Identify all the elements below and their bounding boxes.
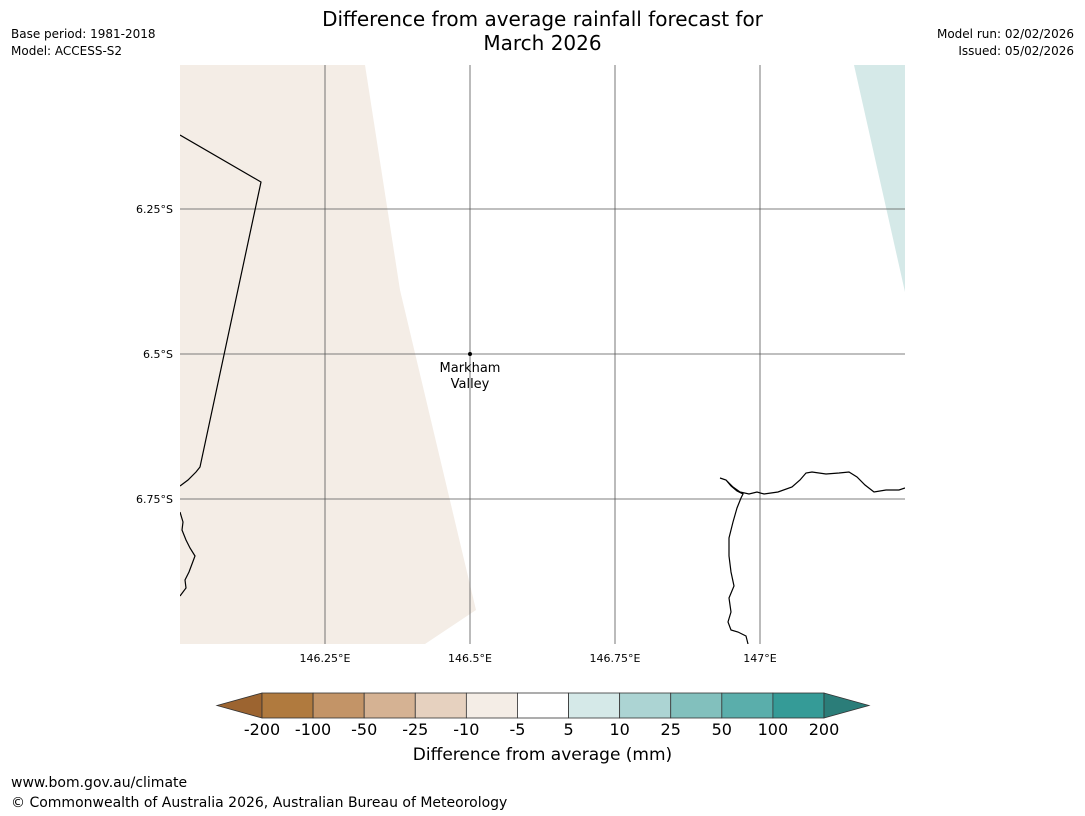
footer-url: www.bom.gov.au/climate bbox=[11, 775, 188, 791]
colorbar-tick-label: 10 bbox=[609, 720, 629, 739]
map-title: Difference from average rainfall forecas… bbox=[0, 7, 1085, 55]
colorbar-segment bbox=[721, 692, 774, 719]
colorbar-segment bbox=[568, 692, 621, 719]
coastline-east bbox=[719, 471, 905, 644]
colorbar-segment bbox=[619, 692, 672, 719]
colorbar-tick-label: -5 bbox=[509, 720, 525, 739]
colorbar-tick-label: -100 bbox=[295, 720, 331, 739]
base-period: Base period: 1981-2018 bbox=[11, 27, 156, 41]
lat-labels: 6.25°S 6.5°S 6.75°S bbox=[136, 203, 173, 506]
footer-copyright: © Commonwealth of Australia 2026, Austra… bbox=[11, 795, 508, 811]
colorbar-tick-label: -25 bbox=[402, 720, 428, 739]
colorbar-tick-label: 200 bbox=[809, 720, 840, 739]
colorbar-segment bbox=[414, 692, 467, 719]
title-line-1: Difference from average rainfall forecas… bbox=[322, 7, 763, 31]
lat-label-6-25: 6.25°S bbox=[136, 203, 173, 216]
issued-date: Issued: 05/02/2026 bbox=[958, 44, 1074, 58]
colorbar-segment bbox=[312, 692, 365, 719]
markham-valley-marker bbox=[468, 352, 472, 356]
place-label-line-2: Valley bbox=[451, 377, 490, 392]
lon-label-146-75: 146.75°E bbox=[590, 652, 641, 665]
meta-left: Base period: 1981-2018 Model: ACCESS-S2 bbox=[11, 26, 156, 60]
lon-labels: 146.25°E 146.5°E 146.75°E 147°E bbox=[300, 652, 777, 665]
lon-label-146-25: 146.25°E bbox=[300, 652, 351, 665]
lon-label-147: 147°E bbox=[743, 652, 776, 665]
colorbar-title: Difference from average (mm) bbox=[412, 745, 673, 765]
colorbar-segment bbox=[363, 692, 416, 719]
colorbar-extend-high bbox=[823, 692, 871, 719]
colorbar-tick-label: -10 bbox=[453, 720, 479, 739]
wet-anomaly-region bbox=[854, 65, 905, 292]
colorbar-tick-label: 25 bbox=[661, 720, 681, 739]
boundary-line bbox=[180, 134, 262, 487]
colorbar-segment bbox=[517, 692, 569, 719]
colorbar-tick-label: 100 bbox=[758, 720, 789, 739]
colorbar-segment bbox=[465, 692, 518, 719]
model-run: Model run: 02/02/2026 bbox=[936, 27, 1074, 41]
colorbar-tick-label: 50 bbox=[712, 720, 732, 739]
place-label-line-1: Markham bbox=[440, 361, 501, 376]
colorbar-tick-label: 5 bbox=[563, 720, 573, 739]
model-name: Model: ACCESS-S2 bbox=[11, 44, 123, 58]
colorbar-segment bbox=[772, 692, 825, 719]
map-area bbox=[180, 65, 905, 644]
colorbar-tick-labels: -200 -100 -50 -25 -10 -5 5 10 25 50 100 200 bbox=[244, 720, 839, 739]
title-line-2: March 2026 bbox=[483, 31, 602, 55]
colorbar-tick-label: -50 bbox=[351, 720, 377, 739]
colorbar-extend-low bbox=[215, 692, 263, 719]
meta-right: Model run: 02/02/2026 Issued: 05/02/2026 bbox=[937, 26, 1074, 60]
colorbar bbox=[215, 692, 871, 719]
coastlines bbox=[180, 134, 905, 644]
lat-label-6-5: 6.5°S bbox=[143, 348, 173, 361]
coastline-west bbox=[180, 511, 196, 597]
colorbar-segment bbox=[670, 692, 723, 719]
lat-label-6-75: 6.75°S bbox=[136, 493, 173, 506]
lon-label-146-5: 146.5°E bbox=[448, 652, 492, 665]
colorbar-segment bbox=[261, 692, 314, 719]
colorbar-tick-label: -200 bbox=[244, 720, 280, 739]
